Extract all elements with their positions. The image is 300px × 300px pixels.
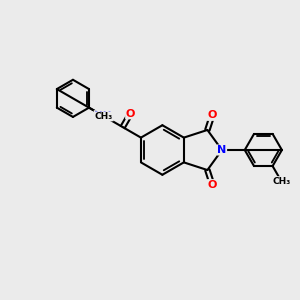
- Text: N: N: [217, 145, 226, 155]
- Text: O: O: [207, 180, 217, 190]
- Text: O: O: [126, 109, 135, 119]
- Text: CH₃: CH₃: [95, 112, 113, 121]
- Text: CH₃: CH₃: [272, 177, 290, 186]
- Text: NH: NH: [94, 111, 112, 121]
- Text: O: O: [207, 110, 217, 120]
